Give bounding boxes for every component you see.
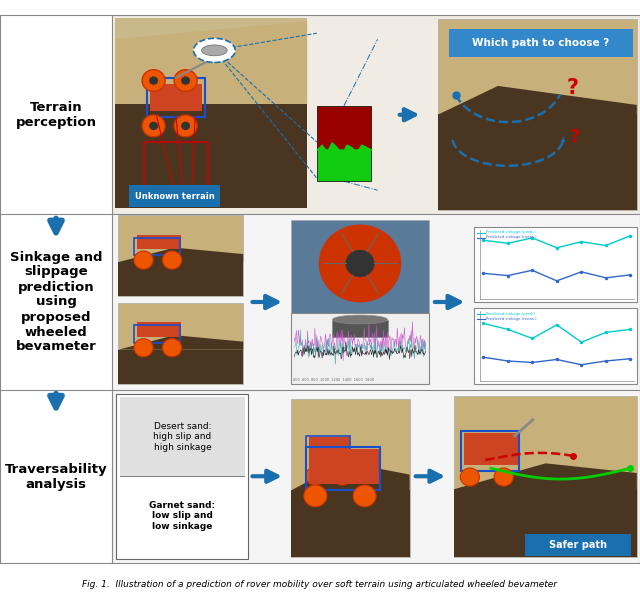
Text: Fig. 1.  Illustration of a prediction of rover mobility over soft terrain using : Fig. 1. Illustration of a prediction of … xyxy=(83,580,557,588)
Polygon shape xyxy=(438,86,637,115)
FancyBboxPatch shape xyxy=(118,262,243,296)
FancyBboxPatch shape xyxy=(449,29,633,57)
Circle shape xyxy=(149,76,158,85)
Ellipse shape xyxy=(202,45,227,56)
Circle shape xyxy=(134,251,153,269)
Circle shape xyxy=(134,339,153,357)
Ellipse shape xyxy=(333,315,388,324)
Bar xyxy=(112,390,640,563)
FancyBboxPatch shape xyxy=(129,185,220,207)
Text: Predicted sinkage (pred.): Predicted sinkage (pred.) xyxy=(486,312,535,316)
Text: Sinkage and
slippage
prediction
using
proposed
wheeled
bevameter: Sinkage and slippage prediction using pr… xyxy=(10,251,102,353)
Circle shape xyxy=(149,121,158,130)
FancyBboxPatch shape xyxy=(115,18,307,208)
Bar xyxy=(120,397,245,476)
Bar xyxy=(144,142,208,196)
Text: Unknown terrain: Unknown terrain xyxy=(134,192,214,201)
FancyBboxPatch shape xyxy=(525,534,632,556)
FancyBboxPatch shape xyxy=(309,437,351,465)
Bar xyxy=(112,15,640,214)
Bar xyxy=(112,214,640,390)
Polygon shape xyxy=(291,462,410,490)
Circle shape xyxy=(174,69,197,91)
Circle shape xyxy=(353,485,376,507)
FancyBboxPatch shape xyxy=(454,396,637,557)
FancyBboxPatch shape xyxy=(291,313,429,384)
Bar xyxy=(317,106,371,149)
Circle shape xyxy=(306,467,325,485)
FancyBboxPatch shape xyxy=(291,220,429,312)
Text: Safer path: Safer path xyxy=(549,540,607,550)
Polygon shape xyxy=(118,335,243,350)
FancyBboxPatch shape xyxy=(463,432,518,465)
FancyBboxPatch shape xyxy=(150,83,202,111)
FancyBboxPatch shape xyxy=(118,350,243,384)
Text: Which path to choose ?: Which path to choose ? xyxy=(472,38,609,48)
Text: Terrain
perception: Terrain perception xyxy=(15,101,97,129)
Circle shape xyxy=(304,485,327,507)
Text: ?: ? xyxy=(566,79,579,98)
FancyBboxPatch shape xyxy=(137,235,180,249)
FancyBboxPatch shape xyxy=(333,320,388,337)
FancyBboxPatch shape xyxy=(438,19,637,210)
FancyBboxPatch shape xyxy=(309,449,380,484)
Text: Desert sand:
high slip and
high sinkage: Desert sand: high slip and high sinkage xyxy=(153,422,212,452)
FancyBboxPatch shape xyxy=(474,226,637,302)
Circle shape xyxy=(163,339,182,357)
FancyBboxPatch shape xyxy=(137,323,180,337)
Polygon shape xyxy=(115,21,307,104)
Text: Garnet sand:
low slip and
low sinkage: Garnet sand: low slip and low sinkage xyxy=(149,501,216,531)
Circle shape xyxy=(460,468,479,486)
Text: ?: ? xyxy=(570,128,580,146)
FancyBboxPatch shape xyxy=(474,308,637,384)
Polygon shape xyxy=(118,248,243,262)
Text: Predicted sinkage (meas.): Predicted sinkage (meas.) xyxy=(486,316,537,321)
FancyBboxPatch shape xyxy=(116,394,248,559)
Circle shape xyxy=(346,250,374,277)
Bar xyxy=(317,149,371,181)
Text: Predicted sinkage (meas.): Predicted sinkage (meas.) xyxy=(486,235,537,239)
Circle shape xyxy=(142,69,165,91)
Ellipse shape xyxy=(193,38,236,62)
Text: 400  600  800  1000  1200  1400  1600  1800: 400 600 800 1000 1200 1400 1600 1800 xyxy=(293,378,374,382)
Polygon shape xyxy=(454,463,637,489)
Circle shape xyxy=(494,468,513,486)
Text: Predicted sinkage (pred.): Predicted sinkage (pred.) xyxy=(486,230,535,234)
Circle shape xyxy=(333,467,352,485)
FancyBboxPatch shape xyxy=(118,303,243,384)
FancyBboxPatch shape xyxy=(118,216,243,296)
FancyBboxPatch shape xyxy=(291,490,410,557)
Circle shape xyxy=(163,251,182,269)
FancyBboxPatch shape xyxy=(454,489,637,557)
Circle shape xyxy=(142,115,165,137)
Text: Traversability
analysis: Traversability analysis xyxy=(4,463,108,490)
FancyBboxPatch shape xyxy=(438,115,637,210)
Circle shape xyxy=(174,115,197,137)
Circle shape xyxy=(181,76,190,85)
FancyBboxPatch shape xyxy=(115,104,307,208)
Circle shape xyxy=(181,121,190,130)
FancyBboxPatch shape xyxy=(291,399,410,557)
Circle shape xyxy=(319,225,401,303)
